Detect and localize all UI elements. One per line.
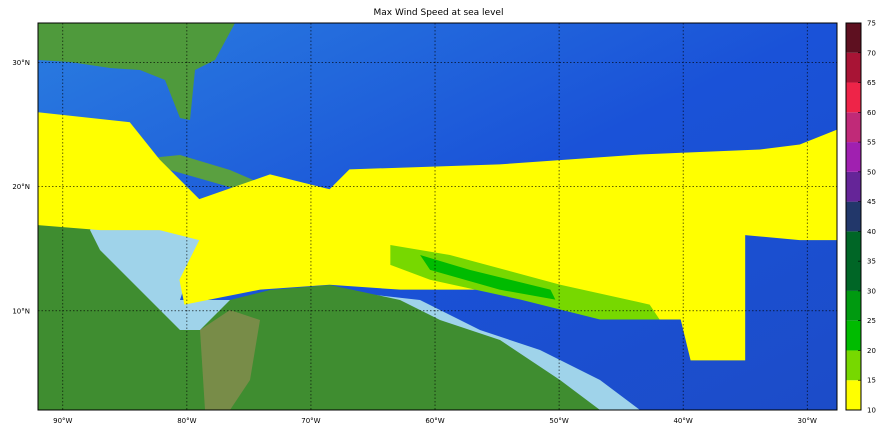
lat-tick-label: 10°N [12, 307, 30, 315]
colorbar: 10 15 20 25 30 35 40 45 50 55 60 65 70 75 [845, 20, 876, 415]
colorbar-tick-label: 30 [867, 287, 876, 295]
colorbar-tick-label: 25 [867, 317, 876, 325]
lon-tick-label: 30°W [798, 417, 817, 425]
colorbar-bin [846, 231, 861, 291]
colorbar-bin [846, 82, 861, 113]
wind-speed-layer [38, 112, 837, 361]
map-frame [37, 22, 838, 411]
colorbar-bin [846, 142, 861, 172]
colorbar-tick-label: 65 [867, 79, 876, 87]
lon-tick-label: 80°W [177, 417, 196, 425]
colorbar-bin [846, 350, 861, 381]
colorbar-tick-label: 70 [867, 49, 876, 57]
lon-tick-label: 40°W [673, 417, 692, 425]
lat-tick-label: 20°N [12, 183, 30, 191]
lon-tick-label: 70°W [301, 417, 320, 425]
colorbar-bin [846, 23, 861, 53]
wind-region-15-20 [390, 245, 660, 320]
chart-title: Max Wind Speed at sea level [373, 8, 504, 18]
colorbar-tick-label: 55 [867, 139, 876, 147]
colorbar-tick-label: 15 [867, 377, 876, 385]
colorbar-bin [846, 290, 861, 321]
colorbar-bin [846, 52, 861, 83]
colorbar-tick-label: 45 [867, 198, 876, 206]
colorbar-tick-label: 20 [867, 347, 876, 355]
land-north-america [38, 23, 235, 120]
colorbar-bin [846, 380, 861, 410]
wind-region-20-25 [420, 254, 556, 300]
graticule [38, 23, 837, 410]
colorbar-tick-label: 10 [867, 407, 876, 415]
colorbar-bin [846, 201, 861, 232]
colorbar-tick-label: 50 [867, 168, 876, 176]
lon-tick-label: 90°W [53, 417, 72, 425]
colorbar-tick-label: 35 [867, 258, 876, 266]
colorbar-tick-label: 75 [867, 20, 876, 28]
colorbar-frame [845, 22, 862, 411]
colorbar-bin [846, 112, 861, 143]
wind-region-10-15 [38, 112, 837, 361]
land-south-america-highlands [200, 310, 260, 410]
lat-tick-label: 30°N [12, 59, 30, 67]
colorbar-bin [846, 171, 861, 202]
land-central-america [38, 165, 600, 410]
colorbar-tick-label: 40 [867, 228, 876, 236]
lon-tick-label: 60°W [425, 417, 444, 425]
colorbar-tick-label: 60 [867, 109, 876, 117]
axes: 90°W 80°W 70°W 60°W 50°W 40°W 30°W 30°N 20°N 10°N [12, 59, 817, 425]
lon-tick-label: 50°W [549, 417, 568, 425]
colorbar-bin [846, 320, 861, 351]
